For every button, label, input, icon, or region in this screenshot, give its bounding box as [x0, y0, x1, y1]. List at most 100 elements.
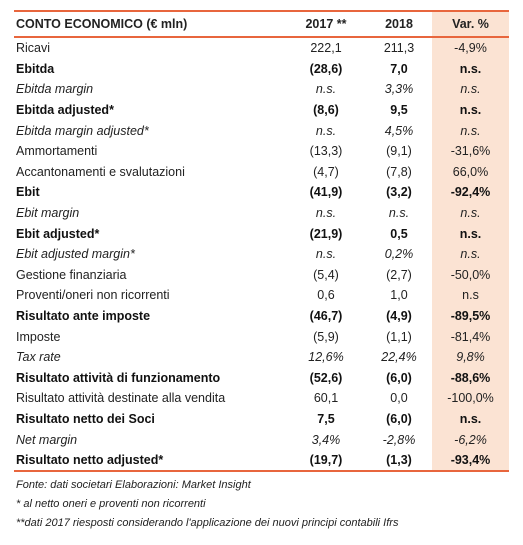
- value-2018: (2,7): [386, 267, 412, 282]
- header-2017: 2017 **: [286, 12, 366, 38]
- table-row: Ebitda margin n.s. 3,3% n.s.: [14, 79, 509, 100]
- value-var: -81,4%: [432, 326, 509, 347]
- value-var: -92,4%: [432, 182, 509, 203]
- header-2018: 2018: [366, 12, 432, 38]
- header-row: CONTO ECONOMICO (€ mln) 2017 ** 2018 Var…: [14, 12, 509, 38]
- value-2017: 60,1: [313, 391, 339, 406]
- table-row: Ebitda (28,6) 7,0 n.s.: [14, 58, 509, 80]
- table-row: Proventi/oneri non ricorrenti 0,6 1,0 n.s: [14, 285, 509, 306]
- value-2017: (21,9): [309, 226, 343, 241]
- value-var: 66,0%: [432, 161, 509, 183]
- value-2017: 3,4%: [311, 432, 341, 447]
- value-var: n.s.: [432, 79, 509, 100]
- value-var: -4,9%: [432, 37, 509, 59]
- footnote-restated: **dati 2017 riesposti considerando l'app…: [16, 517, 399, 530]
- value-2017: n.s.: [315, 206, 337, 221]
- value-var: 9,8%: [432, 346, 509, 368]
- value-var: -50,0%: [432, 264, 509, 286]
- value-2017: 0,6: [317, 288, 335, 303]
- row-label: Ebit margin: [16, 206, 80, 221]
- row-label: Ricavi: [16, 41, 51, 56]
- value-var: -93,4%: [432, 449, 509, 473]
- row-label: Ebitda adjusted*: [16, 103, 114, 118]
- value-2017: (52,6): [309, 370, 343, 385]
- row-label: Ebitda: [16, 61, 55, 76]
- value-2017: 222,1: [310, 41, 342, 56]
- table-row: Ammortamenti (13,3) (9,1) -31,6%: [14, 140, 509, 162]
- row-label: Ebit adjusted margin*: [16, 247, 135, 262]
- row-label: Net margin: [16, 432, 78, 447]
- income-statement: CONTO ECONOMICO (€ mln) 2017 ** 2018 Var…: [14, 10, 509, 533]
- value-var: -89,5%: [432, 305, 509, 327]
- row-label: Gestione finanziaria: [16, 267, 127, 282]
- value-var: n.s.: [432, 408, 509, 430]
- table-row: Gestione finanziaria (5,4) (2,7) -50,0%: [14, 264, 509, 286]
- footnote-source: Fonte: dati societari Elaborazioni: Mark…: [16, 479, 251, 492]
- row-label: Accantonamenti e svalutazioni: [16, 164, 185, 179]
- row-label: Risultato ante imposte: [16, 309, 151, 324]
- value-2017: n.s.: [315, 82, 337, 97]
- value-2018: 4,5%: [384, 123, 414, 138]
- footnotes: Fonte: dati societari Elaborazioni: Mark…: [14, 476, 509, 533]
- value-2018: 22,4%: [381, 350, 417, 365]
- value-var: n.s.: [432, 223, 509, 244]
- value-2018: 7,0: [390, 61, 408, 76]
- value-2018: (1,3): [366, 449, 432, 473]
- value-2017: (28,6): [309, 61, 343, 76]
- value-2018: 9,5: [390, 103, 408, 118]
- row-label: Risultato attività di funzionamento: [16, 370, 221, 385]
- value-2018: 211,3: [383, 41, 415, 56]
- table-row: Risultato ante imposte (46,7) (4,9) -89,5%: [14, 305, 509, 327]
- value-2018: (7,8): [386, 164, 412, 179]
- table-row: Ebitda adjusted* (8,6) 9,5 n.s.: [14, 99, 509, 121]
- value-var: -100,0%: [432, 388, 509, 409]
- value-var: n.s.: [432, 202, 509, 224]
- value-var: n.s.: [432, 99, 509, 121]
- row-label: Proventi/oneri non ricorrenti: [16, 288, 170, 303]
- value-var: -88,6%: [432, 367, 509, 389]
- value-2018: (3,2): [386, 185, 412, 200]
- row-label: Ebitda margin adjusted*: [16, 123, 149, 138]
- value-2017: (19,7): [286, 449, 366, 473]
- row-label: Ebitda margin: [16, 82, 94, 97]
- row-label: Risultato attività destinate alla vendit…: [16, 391, 226, 406]
- table-row: Ebit adjusted margin* n.s. 0,2% n.s.: [14, 243, 509, 265]
- value-var: n.s.: [432, 58, 509, 80]
- value-2018: 0,2%: [384, 247, 414, 262]
- value-2018: 0,0: [390, 391, 408, 406]
- value-2018: (1,1): [386, 329, 412, 344]
- value-2018: (6,0): [386, 370, 412, 385]
- income-statement-table: CONTO ECONOMICO (€ mln) 2017 ** 2018 Var…: [14, 12, 509, 473]
- value-2018: (6,0): [386, 411, 412, 426]
- value-2017: 12,6%: [308, 350, 344, 365]
- top-rule: [14, 10, 509, 12]
- value-2018: n.s.: [388, 206, 410, 221]
- value-2017: (5,4): [313, 267, 339, 282]
- value-2017: (8,6): [313, 103, 339, 118]
- table-row: Risultato attività di funzionamento (52,6…: [14, 367, 509, 389]
- value-2017: (13,3): [309, 144, 343, 159]
- row-label: Tax rate: [16, 350, 61, 365]
- table-row: Ebitda margin adjusted* n.s. 4,5% n.s.: [14, 120, 509, 141]
- table-row: Risultato netto dei Soci 7,5 (6,0) n.s.: [14, 408, 509, 430]
- value-2018: -2,8%: [382, 432, 416, 447]
- value-var: -6,2%: [432, 429, 509, 450]
- table-row: Imposte (5,9) (1,1) -81,4%: [14, 326, 509, 347]
- header-var: Var. %: [432, 12, 509, 38]
- table-row: Risultato netto adjusted* (19,7) (1,3) -93,…: [14, 449, 509, 473]
- value-2017: (4,7): [313, 164, 339, 179]
- row-label: Ammortamenti: [16, 144, 98, 159]
- value-2018: (4,9): [386, 309, 412, 324]
- row-label: Risultato netto adjusted*: [14, 449, 286, 473]
- row-label: Ebit adjusted*: [16, 226, 100, 241]
- table-row: Ebit margin n.s. n.s. n.s.: [14, 202, 509, 224]
- value-2017: (46,7): [309, 309, 343, 324]
- row-label: Ebit: [16, 185, 40, 200]
- value-2018: 1,0: [390, 288, 408, 303]
- value-var: -31,6%: [432, 140, 509, 162]
- value-2018: 0,5: [390, 226, 408, 241]
- footnote-adjusted: * al netto oneri e proventi non ricorren…: [16, 498, 206, 511]
- table-row: Risultato attività destinate alla vendit…: [14, 388, 509, 409]
- row-label: Imposte: [16, 329, 61, 344]
- value-var: n.s: [432, 285, 509, 306]
